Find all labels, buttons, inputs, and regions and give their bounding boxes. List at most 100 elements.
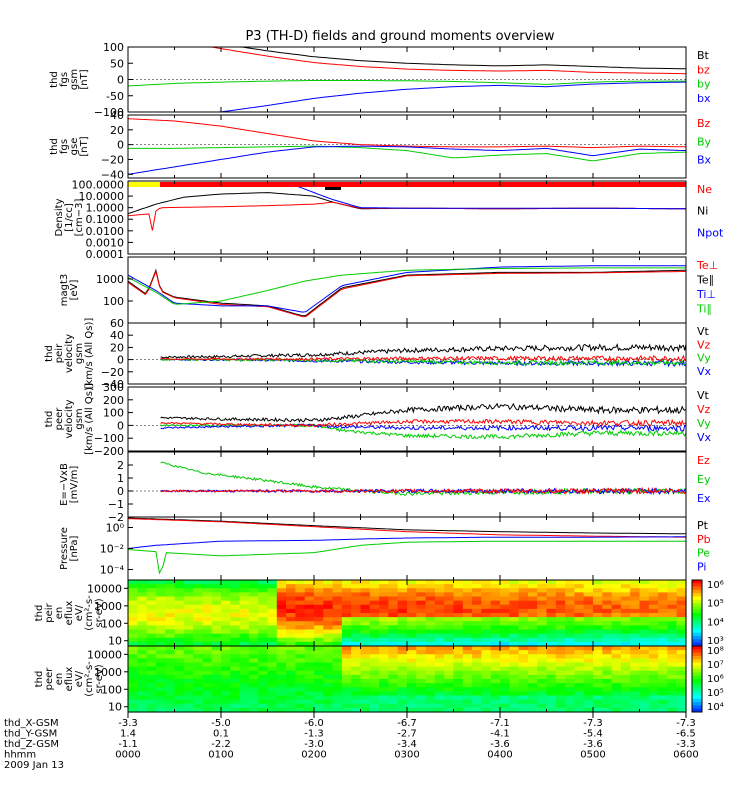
spectrogram-cell [276, 625, 287, 631]
spectrogram-cell [583, 707, 594, 713]
panel-frame [127, 180, 687, 255]
spectrogram-cell [369, 679, 380, 684]
colorbar-segment [692, 636, 702, 640]
spectrogram-cell [183, 588, 194, 593]
spectrogram-cell [304, 687, 315, 692]
spectrogram-cell [137, 580, 148, 585]
spectrogram-cell [434, 674, 445, 680]
spectrogram-cell [574, 687, 585, 692]
spectrogram-cell [620, 617, 631, 622]
spectrogram-cell [593, 588, 603, 593]
spectrogram-cell [369, 670, 380, 676]
spectrogram-cell [500, 584, 510, 589]
y-tick-label: 10 [108, 635, 122, 648]
legend-entry: Vt [697, 389, 710, 402]
spectrogram-cell [676, 707, 687, 713]
spectrogram-cell [360, 658, 371, 664]
spectrogram-cell [639, 604, 650, 610]
spectrogram-cell [221, 650, 231, 655]
y-tick-label: -50 [106, 90, 124, 103]
spectrogram-cell [583, 641, 594, 647]
spectrogram-cell [323, 683, 334, 688]
spectrogram-cell [481, 588, 492, 593]
spectrogram-cell [323, 646, 334, 651]
y-tick-label: 40 [110, 329, 124, 342]
colorbar-segment [692, 603, 702, 607]
spectrogram-cell [267, 703, 278, 709]
spectrogram-cell [648, 613, 659, 618]
spectrogram-cell [379, 691, 389, 697]
spectrogram-cell [174, 580, 185, 585]
spectrogram-cell [221, 691, 231, 697]
spectrogram-cell [397, 654, 408, 659]
spectrogram-cell [341, 621, 352, 626]
spectrogram-cell [555, 658, 566, 664]
spectrogram-cell [434, 695, 445, 701]
spectrogram-cell [527, 670, 538, 676]
spectrogram-cell [453, 633, 464, 639]
spectrogram-cell [221, 637, 231, 643]
spectrogram-cell [500, 670, 510, 676]
spectrogram-cell [407, 670, 417, 676]
spectrogram-cell [509, 621, 520, 626]
spectrogram-cell [490, 674, 501, 680]
spectrogram-cell [416, 646, 427, 651]
y-tick-label: −40 [101, 168, 124, 181]
spectrogram-cell [183, 629, 194, 635]
spectrogram-cell [155, 670, 166, 676]
spectrogram-cell [453, 584, 464, 589]
spectrogram-cell [323, 695, 334, 701]
spectrogram-cell [639, 646, 650, 651]
spectrogram-cell [137, 621, 148, 626]
spectrogram-cell [472, 679, 482, 684]
spectrogram-cell [462, 646, 473, 651]
spectrogram-cell [193, 670, 203, 676]
spectrogram-cell [527, 641, 538, 647]
colorbar-segment [692, 593, 702, 597]
colorbar-segment [692, 613, 702, 617]
spectrogram-cell [341, 666, 352, 672]
spectrogram-cell [676, 658, 687, 664]
spectrogram-cell [360, 641, 371, 647]
spectrogram-cell [425, 629, 436, 635]
spectrogram-cell [444, 662, 455, 668]
spectrogram-cell [128, 629, 138, 635]
spectrogram-cell [286, 662, 296, 668]
spectrogram-cell [639, 613, 650, 618]
y-axis-label: peir [54, 343, 65, 363]
spectrogram-cell [165, 592, 176, 598]
spectrogram-cell [137, 633, 148, 639]
spectrogram-cell [574, 637, 585, 643]
spectrogram-cell [388, 617, 399, 622]
spectrogram-cell [574, 691, 585, 697]
y-tick-label: 200 [103, 394, 124, 407]
spectrogram-cell [304, 646, 315, 651]
spectrogram-cell [509, 592, 520, 598]
spectrogram-cell [230, 580, 241, 585]
spectrogram-cell [304, 629, 315, 635]
spectrogram-cell [221, 600, 231, 606]
spectrogram-cell [155, 613, 166, 618]
spectrogram-cell [314, 633, 324, 639]
x-row-label: thd_Z-GSM [4, 739, 59, 750]
spectrogram-cell [490, 679, 501, 684]
spectrogram-cell [258, 654, 269, 659]
spectrogram-cell [258, 695, 269, 701]
spectrogram-cell [500, 637, 510, 643]
spectrogram-cell [630, 621, 641, 626]
spectrogram-cell [248, 666, 259, 672]
spectrogram-cell [611, 617, 622, 622]
spectrogram-cell [481, 699, 492, 705]
spectrogram-cell [583, 592, 594, 598]
spectrogram-cell [146, 633, 157, 639]
legend-entry: Ez [697, 454, 710, 467]
colorbar-segment [692, 639, 702, 644]
spectrogram-cell [267, 604, 278, 610]
spectrogram-cell [146, 608, 157, 614]
y-tick-label: −200 [94, 445, 124, 458]
spectrogram-cell [202, 662, 213, 668]
spectrogram-cell [267, 683, 278, 688]
spectrogram-cell [425, 613, 436, 618]
spectrogram-cell [174, 707, 185, 713]
y-tick-label: 0 [117, 139, 124, 152]
